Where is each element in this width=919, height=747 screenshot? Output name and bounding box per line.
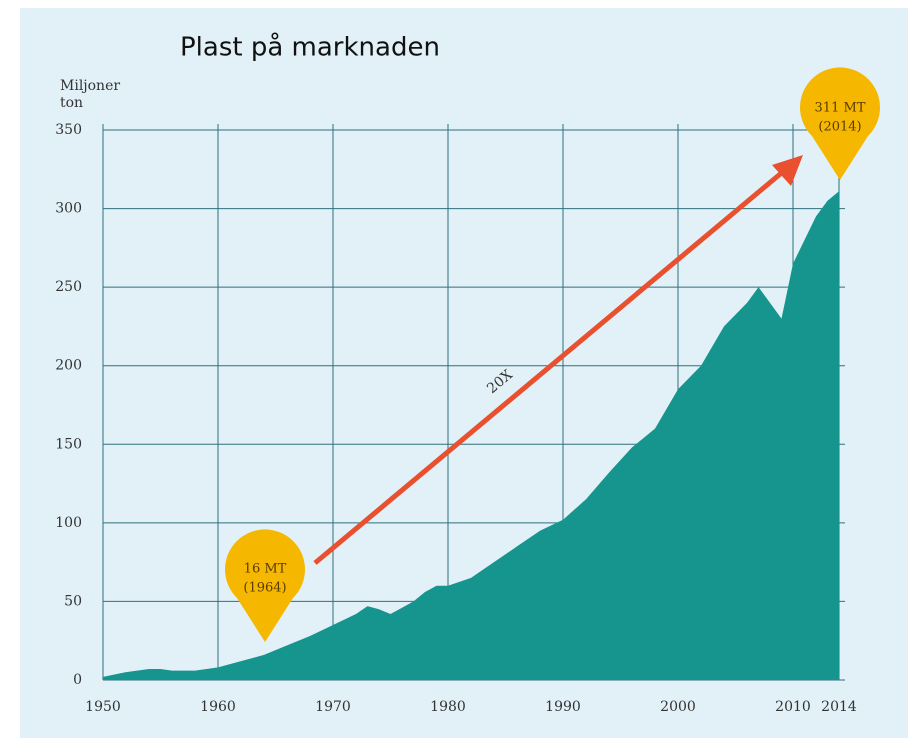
x-tick-label: 1950 — [85, 699, 121, 715]
arrow-head — [772, 155, 803, 186]
x-tick-label: 2000 — [660, 699, 696, 715]
x-tick-label: 1970 — [315, 699, 351, 715]
y-tick-label: 0 — [73, 672, 82, 688]
pin — [800, 67, 880, 180]
plot-area: 0 50 100 150 200 250 300 350 1950 1960 1970 1980 199… — [55, 122, 857, 715]
y-tick-label: 250 — [55, 279, 82, 295]
y-axis-label: Miljoner — [60, 78, 120, 94]
y-tick-label: 300 — [55, 201, 82, 217]
pin — [224, 529, 306, 642]
y-tick-label: 350 — [55, 122, 82, 138]
chart-title: Plast på marknaden — [180, 32, 440, 63]
x-tick-label: 1990 — [545, 699, 581, 715]
annotation: 16 MT — [244, 562, 287, 577]
area — [103, 191, 839, 681]
x-tick-label: 2014 — [821, 699, 857, 715]
y-tick-label: 150 — [55, 436, 82, 452]
annotation: (1964) — [243, 581, 286, 596]
x-tick-label: 1960 — [200, 699, 236, 715]
annotation: 311 MT — [815, 101, 866, 116]
y-tick-label: 100 — [55, 515, 82, 531]
y-axis-label: ton — [60, 95, 83, 111]
arrow — [313, 168, 787, 565]
x-tick-label: 1980 — [430, 699, 466, 715]
y-tick-label: 200 — [55, 358, 82, 374]
annotation: (2014) — [818, 120, 861, 135]
x-tick-label: 2010 — [775, 699, 811, 715]
annotations: 20X 16 MT (1964) 311 MT (2014) — [224, 67, 880, 642]
y-tick-label: 50 — [64, 593, 82, 609]
